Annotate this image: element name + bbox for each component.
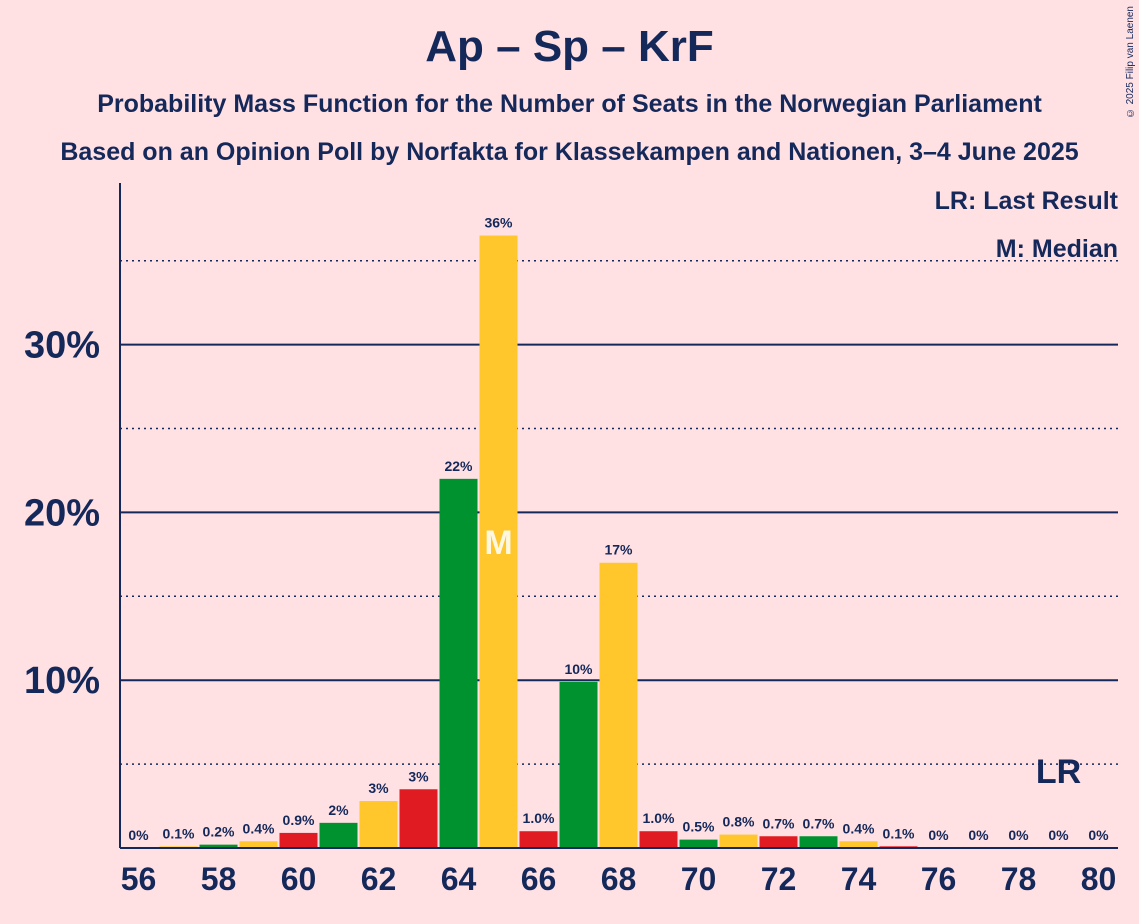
bar-label-seat-60: 0.9%: [283, 812, 315, 828]
bar-seat-61: [319, 822, 358, 848]
y-tick-label: 30%: [24, 325, 100, 367]
x-tick-label: 62: [361, 861, 397, 897]
markers: M LR: [484, 524, 1081, 791]
legend-median: M: Median: [996, 235, 1118, 263]
bar-label-seat-68: 17%: [604, 542, 633, 558]
x-tick-label: 68: [601, 861, 637, 897]
bar-label-seat-80: 0%: [1088, 827, 1109, 843]
bar-seat-59: [239, 841, 278, 848]
bar-label-seat-56: 0%: [128, 827, 149, 843]
bar-seat-73: [799, 836, 838, 848]
bars: [159, 235, 918, 848]
x-tick-label: 76: [921, 861, 957, 897]
bar-label-seat-79: 0%: [1048, 827, 1069, 843]
bar-seat-62: [359, 801, 398, 848]
x-tick-label: 66: [521, 861, 557, 897]
bar-seat-67: [559, 681, 598, 848]
x-tick-label: 64: [441, 861, 477, 897]
bar-label-seat-67: 10%: [564, 661, 593, 677]
bar-label-seat-77: 0%: [968, 827, 989, 843]
bar-seat-74: [839, 841, 878, 848]
bar-label-seat-61: 2%: [328, 802, 349, 818]
axes: [119, 183, 1118, 849]
y-tick-labels: 10% 20% 30%: [24, 325, 100, 703]
bar-label-seat-66: 1.0%: [523, 810, 555, 826]
bar-seat-58: [199, 844, 238, 848]
bar-label-seat-76: 0%: [928, 827, 949, 843]
median-marker: M: [484, 524, 512, 562]
bar-label-seat-69: 1.0%: [643, 810, 675, 826]
bar-seat-69: [639, 831, 678, 848]
bar-label-seat-63: 3%: [408, 768, 429, 784]
bar-label-seat-62: 3%: [368, 780, 389, 796]
chart-subtitle-1: Probability Mass Function for the Number…: [97, 90, 1042, 118]
x-tick-label: 72: [761, 861, 797, 897]
bar-label-seat-57: 0.1%: [163, 825, 195, 841]
bar-label-seat-72: 0.7%: [763, 815, 795, 831]
bar-seat-65: [479, 235, 518, 848]
bar-seat-60: [279, 832, 318, 848]
bar-label-seat-64: 22%: [444, 458, 473, 474]
bar-label-seat-74: 0.4%: [843, 820, 875, 836]
x-tick-label: 70: [681, 861, 717, 897]
bar-seat-72: [759, 836, 798, 848]
x-tick-label: 78: [1001, 861, 1037, 897]
bar-seat-63: [399, 789, 438, 848]
bar-label-seat-78: 0%: [1008, 827, 1029, 843]
chart-title: Ap – Sp – KrF: [425, 22, 714, 71]
x-tick-labels: 56 58 60 62 64 66 68 70 72 74 76 78 80: [121, 861, 1117, 897]
legend-last-result: LR: Last Result: [935, 187, 1119, 215]
bar-label-seat-73: 0.7%: [803, 815, 835, 831]
y-tick-label: 10%: [24, 660, 100, 702]
bar-label-seat-75: 0.1%: [883, 825, 915, 841]
bar-seat-64: [439, 478, 478, 848]
bar-seat-66: [519, 831, 558, 848]
bar-label-seat-70: 0.5%: [683, 819, 715, 835]
x-tick-label: 60: [281, 861, 317, 897]
bar-label-seat-65: 36%: [484, 215, 513, 231]
bar-seat-68: [599, 562, 638, 848]
x-tick-label: 80: [1081, 861, 1117, 897]
x-tick-label: 58: [201, 861, 237, 897]
bar-label-seat-59: 0.4%: [243, 820, 275, 836]
bar-value-labels: 0% 0.1% 0.2% 0.4% 0.9% 2% 3% 3% 22% 36% 1.0% 10% 17%…: [128, 215, 1109, 843]
bar-label-seat-71: 0.8%: [723, 814, 755, 830]
x-tick-label: 56: [121, 861, 157, 897]
bar-seat-70: [679, 839, 718, 848]
y-tick-label: 20%: [24, 492, 100, 534]
x-tick-label: 74: [841, 861, 877, 897]
bar-label-seat-58: 0.2%: [203, 824, 235, 840]
last-result-marker: LR: [1036, 753, 1081, 791]
chart-subtitle-2: Based on an Opinion Poll by Norfakta for…: [60, 138, 1079, 166]
bar-seat-71: [719, 834, 758, 848]
